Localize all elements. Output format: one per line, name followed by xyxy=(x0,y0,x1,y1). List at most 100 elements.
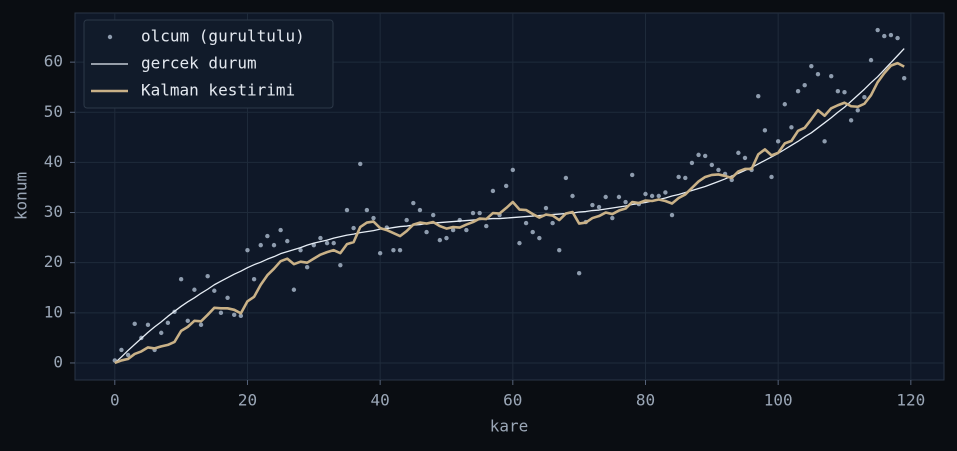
measurement-point xyxy=(125,352,131,358)
series-line xyxy=(114,61,905,365)
measurement-point xyxy=(232,312,237,318)
measurement-point xyxy=(404,217,409,223)
measurement-point xyxy=(809,63,814,69)
measurement-point xyxy=(530,229,535,235)
measurement-point xyxy=(736,150,741,156)
measurement-point xyxy=(331,240,336,246)
measurement-point xyxy=(351,225,356,231)
measurement-point xyxy=(822,139,827,144)
measurement-point xyxy=(450,227,456,233)
measurement-point xyxy=(338,262,343,268)
measurement-point xyxy=(596,204,602,210)
measurement-point xyxy=(775,139,781,144)
measurement-point xyxy=(888,32,894,38)
x-tick-label: 40 xyxy=(371,391,390,410)
measurement-point xyxy=(603,194,608,200)
y-tick-label: 50 xyxy=(44,102,63,121)
x-tick-label: 80 xyxy=(636,391,655,410)
x-tick-label: 0 xyxy=(110,391,120,410)
measurement-point xyxy=(716,167,721,173)
measurement-point xyxy=(431,212,436,218)
measurement-point xyxy=(802,82,807,88)
measurement-point xyxy=(537,235,542,241)
measurement-point xyxy=(835,89,841,94)
measurement-point xyxy=(178,277,184,282)
grid: 0 20 40 60 80 100 120 0 10 20 30 40 50 60 xyxy=(44,13,944,410)
measurement-point xyxy=(165,320,171,326)
measurement-point xyxy=(510,167,516,173)
y-tick-label: 60 xyxy=(44,52,63,71)
measurement-point xyxy=(862,95,867,100)
measurement-point xyxy=(490,188,496,194)
measurement-point xyxy=(570,193,575,199)
measurement-point xyxy=(271,242,277,248)
measurement-point xyxy=(590,202,595,208)
measurement-point xyxy=(517,240,522,246)
measurement-point xyxy=(132,321,137,327)
measurement-point xyxy=(683,175,688,181)
legend: olcum (gurultulu) gercek durum Kalman kest… xyxy=(83,19,334,109)
measurement-point xyxy=(762,128,768,133)
measurement-point xyxy=(397,247,403,253)
measurement-point xyxy=(848,118,854,123)
measurement-point xyxy=(251,277,257,282)
measurement-point xyxy=(291,287,297,292)
measurement-point xyxy=(464,227,469,233)
measurement-point xyxy=(815,71,821,77)
y-axis-label: konum xyxy=(12,172,31,220)
measurement-point xyxy=(782,102,787,107)
measurement-point xyxy=(868,57,874,63)
measurement-point xyxy=(225,295,230,300)
measurement-point xyxy=(477,210,482,216)
measurement-point xyxy=(119,347,124,353)
measurement-point xyxy=(205,274,210,279)
measurement-point xyxy=(795,89,801,94)
x-tick-label: 100 xyxy=(764,391,793,410)
measurement-point xyxy=(702,153,708,159)
measurement-point xyxy=(377,250,383,256)
measurement-point xyxy=(769,174,774,180)
measurement-point xyxy=(623,199,628,205)
measurement-point xyxy=(643,191,648,197)
measurement-point xyxy=(503,183,509,189)
measurement-point xyxy=(198,322,204,328)
measurement-point xyxy=(424,229,429,235)
measurement-point xyxy=(630,172,635,178)
x-axis-label: kare xyxy=(490,417,529,436)
measurement-point xyxy=(689,160,695,166)
measurement-point xyxy=(245,247,250,253)
legend-label: gercek durum xyxy=(141,54,257,73)
y-tick-label: 10 xyxy=(44,302,63,321)
legend-label: olcum (gurultulu) xyxy=(141,27,305,46)
measurement-point xyxy=(696,152,701,158)
measurement-point xyxy=(159,330,164,336)
measurement-point xyxy=(218,310,224,316)
measurement-point xyxy=(842,90,847,95)
measurement-point xyxy=(278,227,283,233)
measurement-point xyxy=(411,200,416,206)
measurement-point xyxy=(444,235,449,241)
measurement-point xyxy=(563,175,569,181)
measurement-point xyxy=(324,240,330,246)
measurement-point xyxy=(238,313,244,319)
measurement-point xyxy=(358,161,363,167)
marks xyxy=(112,27,907,365)
measurement-point xyxy=(616,194,622,200)
legend-label: Kalman kestirimi xyxy=(141,81,295,100)
measurement-point xyxy=(318,235,323,241)
measurement-point xyxy=(557,247,562,253)
x-tick-label: 60 xyxy=(503,391,522,410)
measurement-point xyxy=(882,33,887,39)
y-tick-label: 0 xyxy=(53,352,63,371)
measurement-point xyxy=(344,207,350,213)
measurement-point xyxy=(576,271,582,276)
measurement-point xyxy=(756,94,761,99)
measurement-point xyxy=(901,75,907,81)
measurement-point xyxy=(437,237,443,243)
measurement-point xyxy=(364,207,370,213)
measurement-point xyxy=(298,247,303,253)
measurement-point xyxy=(663,190,668,195)
measurement-point xyxy=(185,318,190,324)
measurement-point xyxy=(610,215,615,221)
